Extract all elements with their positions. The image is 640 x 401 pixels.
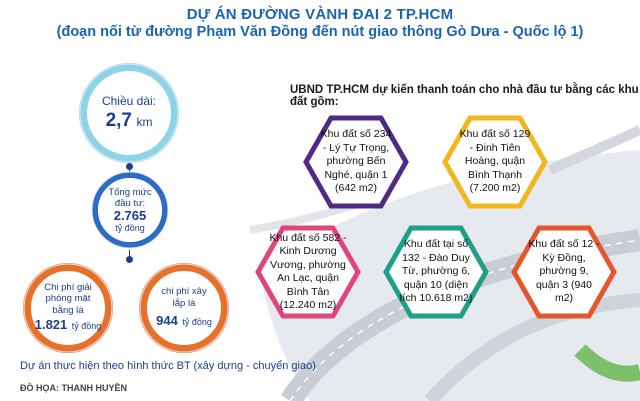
connector-dot — [126, 256, 133, 263]
length-value: 2,7 — [105, 110, 132, 131]
investment-value: 2.765 — [113, 208, 147, 223]
lot-hexagon-2 — [442, 115, 548, 209]
lot-hexagon-1 — [303, 115, 409, 209]
project-note: Dự án thực hiện theo hình thức BT (xây d… — [20, 360, 316, 372]
investment-unit: tỷ đồng — [115, 223, 145, 233]
connector-line — [129, 166, 130, 174]
investment-stat: Tổng mức đầu tư: 2.765 tỷ đồng — [98, 178, 162, 242]
construction-label: chi phí xây lắp là — [161, 286, 207, 309]
lot-text-4: Khu đất tại số 132 - Đào Duy Từ, phường … — [399, 238, 473, 305]
lot-hexagon-5 — [511, 225, 617, 319]
title-line-1: DỰ ÁN ĐƯỜNG VÀNH ĐAI 2 TP.HCM — [186, 6, 454, 23]
investment-label: Tổng mức đầu tư: — [108, 187, 152, 209]
construction-stat: chi phí xây lắp là 944 tỷ đồng — [148, 272, 220, 344]
clearance-stat: Chi phí giải phóng mặt bằng là 1.821 tỷ … — [32, 272, 104, 344]
graphic-credit: ĐỒ HỌA: THANH HUYỀN — [20, 383, 127, 393]
clearance-value: 1.821 — [34, 317, 68, 333]
length-unit: km — [136, 115, 153, 129]
connector-line — [129, 250, 130, 258]
length-stat: Chiều dài: 2,7 km — [88, 72, 170, 154]
lot-text-2: Khu đất số 129 - Đinh Tiên Hoàng, quận B… — [459, 128, 531, 195]
construction-unit: tỷ đồng — [182, 317, 212, 327]
construction-value: 944 — [156, 313, 178, 328]
lot-hexagon-4 — [383, 225, 489, 319]
lot-hexagon-3 — [255, 225, 361, 319]
title-line-2: (đoạn nối từ đường Phạm Văn Đồng đến nút… — [56, 24, 584, 40]
clearance-label: Chi phí giải phóng mặt bằng là — [44, 281, 92, 316]
lot-text-1: Khu đất số 234 - Lý Tự Trọng, phường Bến… — [320, 128, 392, 195]
length-label: Chiều dài: — [101, 94, 157, 108]
lot-text-5: Khu đất số 12 - Kỳ Đồng, phường 9, quận … — [528, 238, 600, 305]
clearance-unit: tỷ đồng — [71, 321, 102, 332]
lot-text-3: Khu đất số 582 - Kinh Dương Vương, phườn… — [269, 231, 347, 312]
lots-intro: UBND TP.HCM dự kiến thanh toán cho nhà đ… — [290, 84, 639, 108]
